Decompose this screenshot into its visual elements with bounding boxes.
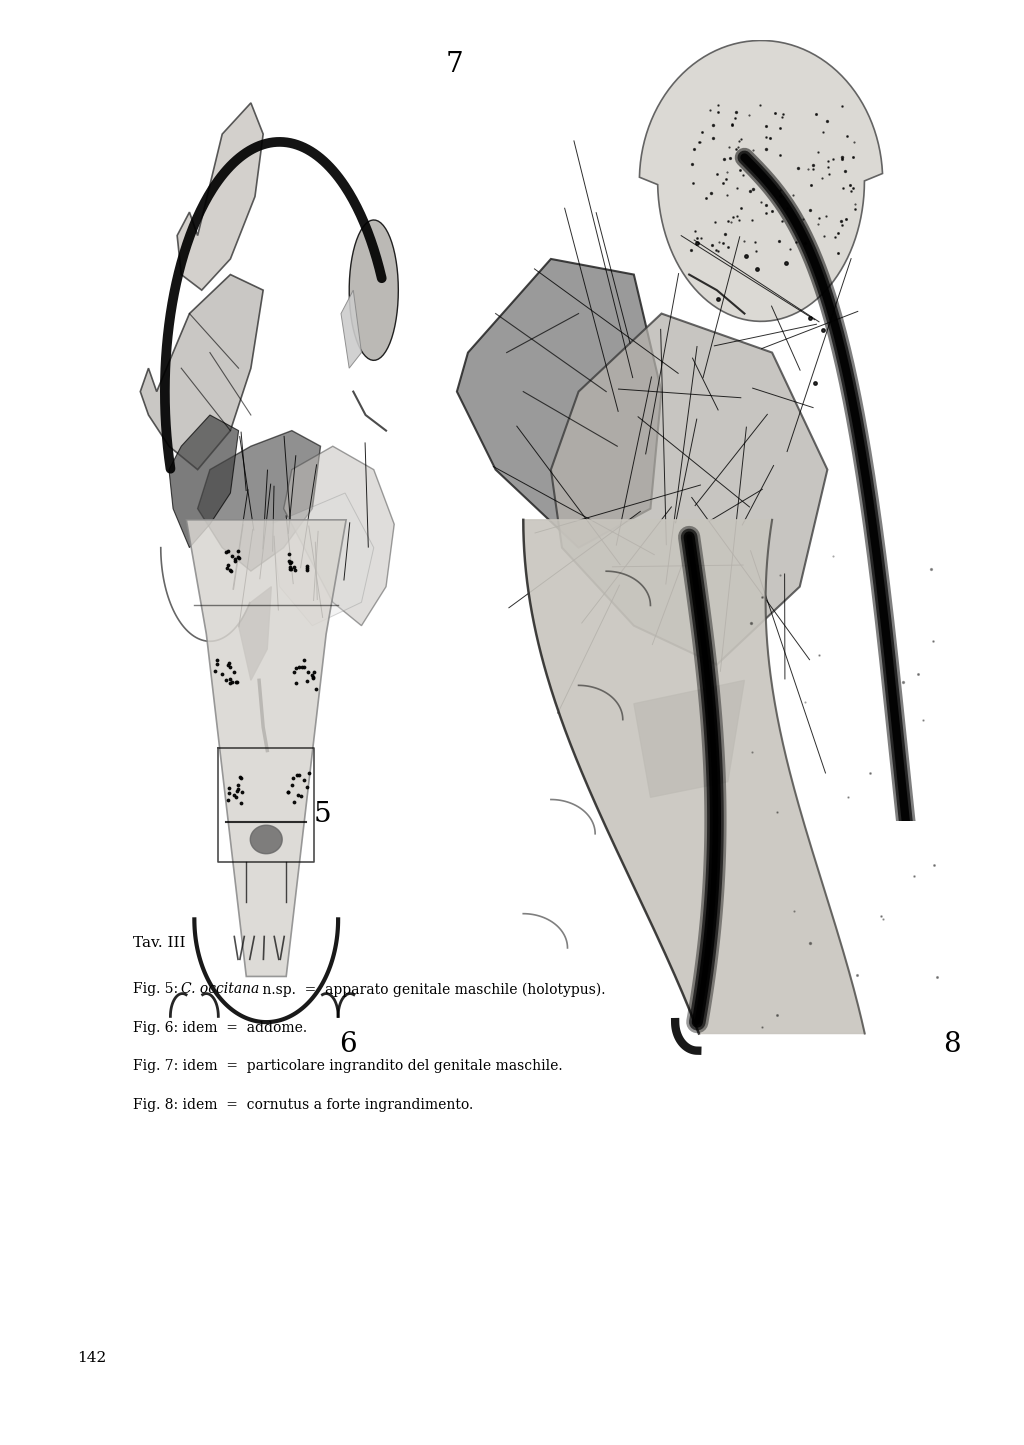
Polygon shape [186,520,346,977]
Polygon shape [341,290,361,368]
Polygon shape [177,103,263,290]
Text: Fig. 8: idem  =  cornutus a forte ingrandimento.: Fig. 8: idem = cornutus a forte ingrandi… [133,1098,473,1111]
Text: Fig. 6: idem  =  addome.: Fig. 6: idem = addome. [133,1020,307,1035]
Polygon shape [349,220,398,360]
Polygon shape [551,314,827,665]
Text: Fig. 5:: Fig. 5: [133,983,182,996]
Text: 6: 6 [339,1030,357,1058]
Polygon shape [169,415,239,548]
Polygon shape [198,431,321,571]
Text: 7: 7 [445,51,463,78]
Polygon shape [284,447,394,626]
Text: 142: 142 [77,1351,106,1366]
Polygon shape [639,40,883,321]
Text: Fig. 7: idem  =  particolare ingrandito del genitale maschile.: Fig. 7: idem = particolare ingrandito de… [133,1059,563,1074]
Polygon shape [457,259,662,548]
Text: C. occitana: C. occitana [181,983,259,996]
Text: n.sp.  =  apparato genitale maschile (holotypus).: n.sp. = apparato genitale maschile (holo… [258,983,605,997]
Text: 8: 8 [943,1030,962,1058]
Text: Tav. III: Tav. III [133,936,185,949]
Polygon shape [271,493,374,626]
Polygon shape [250,825,283,854]
Polygon shape [634,681,744,798]
Polygon shape [523,520,864,1033]
Text: 5: 5 [313,801,332,828]
Polygon shape [140,275,263,470]
Polygon shape [239,587,271,681]
